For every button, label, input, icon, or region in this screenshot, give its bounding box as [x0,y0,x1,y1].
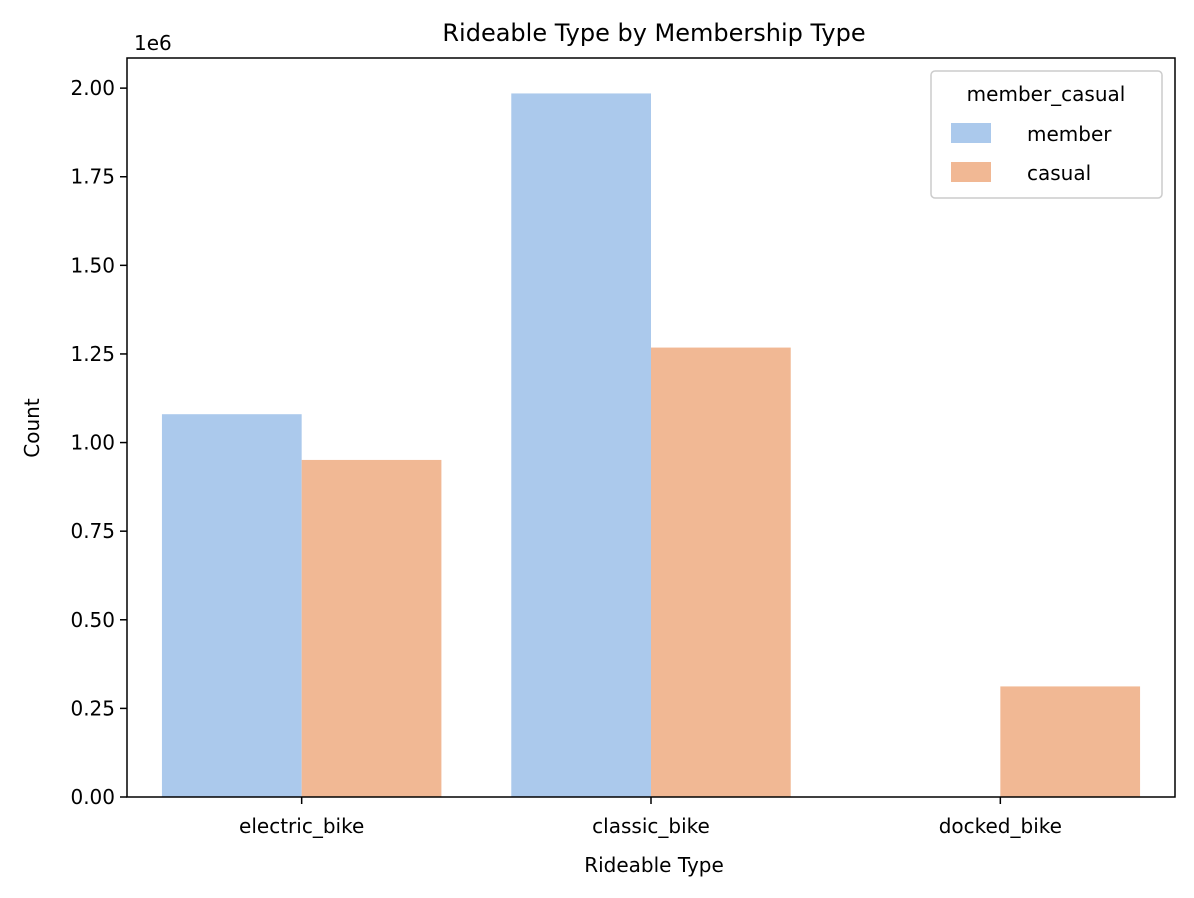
legend-label-casual: casual [1027,161,1091,185]
bar-member-electric-bike [161,414,302,797]
y-tick-label: 0.75 [70,519,115,543]
bar-casual-docked-bike [1000,686,1141,797]
x-axis-label: Rideable Type [584,853,724,877]
plot-frame [126,57,1176,798]
bars-group [161,93,1141,797]
x-axis-ticks: electric_bike classic_bike docked_bike [239,797,1062,838]
legend-swatch-member [951,123,991,143]
y-tick-label: 1.25 [70,342,115,366]
y-tick-label: 0.00 [70,785,115,809]
legend: member_casual member casual [930,70,1163,199]
legend-label-member: member [1027,122,1112,146]
bar-casual-classic-bike [651,347,791,797]
y-tick-label: 1.00 [70,431,115,455]
x-tick-label: electric_bike [239,814,364,838]
bar-member-classic-bike [511,93,651,797]
chart-title: Rideable Type by Membership Type [442,19,865,47]
x-tick-label: docked_bike [939,814,1062,838]
y-tick-label: 2.00 [70,76,115,100]
legend-swatch-casual [951,162,991,182]
y-axis-ticks: 0.00 0.25 0.50 0.75 1.00 1.25 1.50 1.75 2.00 [70,76,127,809]
bar-casual-electric-bike [301,459,442,797]
y-scale-label: 1e6 [134,31,172,55]
y-axis-label: Count [20,398,44,458]
y-tick-label: 1.75 [70,165,115,189]
x-tick-label: classic_bike [592,814,710,838]
y-tick-label: 1.50 [70,253,115,277]
y-tick-label: 0.25 [70,696,115,720]
y-tick-label: 0.50 [70,608,115,632]
legend-title: member_casual [967,82,1126,106]
